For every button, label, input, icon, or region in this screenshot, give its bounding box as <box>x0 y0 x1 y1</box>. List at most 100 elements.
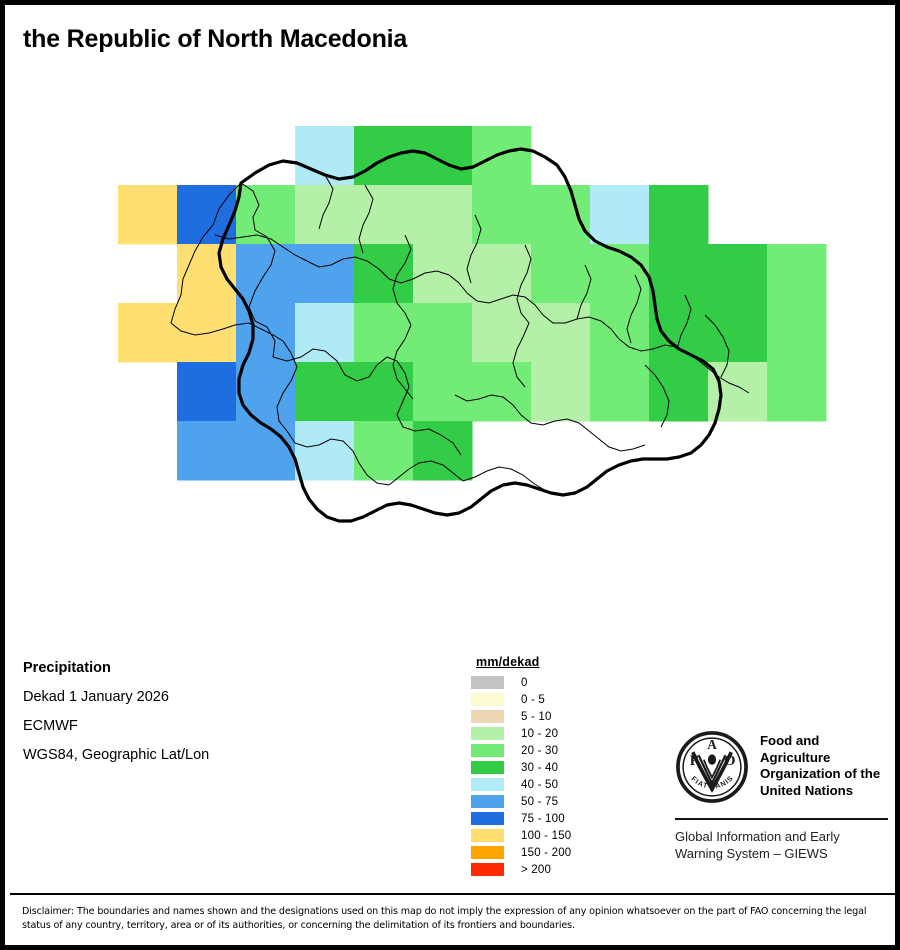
legend-item: 150 - 200 <box>471 844 571 861</box>
legend-title: mm/dekad <box>476 655 540 669</box>
map-info-block: Precipitation Dekad 1 January 2026 ECMWF… <box>23 660 323 776</box>
svg-text:F: F <box>690 753 699 769</box>
raster-cell <box>708 244 768 304</box>
raster-cell <box>295 244 355 304</box>
fao-logo-icon: F A O FIAT PANIS <box>675 730 749 809</box>
raster-cell <box>590 303 650 363</box>
legend-item: 5 - 10 <box>471 708 571 725</box>
legend-item: 10 - 20 <box>471 725 571 742</box>
info-source: ECMWF <box>23 718 78 734</box>
legend-item: 20 - 30 <box>471 742 571 759</box>
svg-text:A: A <box>707 737 717 752</box>
legend-swatch <box>471 778 504 791</box>
raster-cell <box>767 362 827 422</box>
raster-cell <box>354 303 414 363</box>
giews-line-1: Global Information and Early <box>675 829 840 844</box>
raster-cell <box>767 244 827 304</box>
raster-cell <box>413 185 473 245</box>
raster-cell <box>413 244 473 304</box>
raster-cell <box>295 362 355 422</box>
raster-cell <box>590 362 650 422</box>
legend-swatch <box>471 676 504 689</box>
raster-cell <box>177 421 237 481</box>
boundary-layer <box>170 147 750 523</box>
legend-item: > 200 <box>471 861 571 878</box>
legend-item: 0 - 5 <box>471 691 571 708</box>
raster-cell <box>708 303 768 363</box>
legend-label: 40 - 50 <box>521 778 559 791</box>
raster-cell <box>767 303 827 363</box>
raster-cell <box>531 244 591 304</box>
fao-name-line-1: Food and Agriculture <box>760 733 831 765</box>
raster-cell <box>590 185 650 245</box>
raster-cell <box>236 421 296 481</box>
raster-cell <box>472 244 532 304</box>
fao-name-line-2: Organization of the <box>760 766 881 782</box>
fao-name-line-3: United Nations <box>760 782 854 798</box>
fao-organization-name: Food and Agriculture Organization of the… <box>760 730 890 800</box>
raster-cell <box>472 185 532 245</box>
legend-swatch <box>471 761 504 774</box>
legend-item: 100 - 150 <box>471 827 571 844</box>
map-canvas[interactable] <box>5 65 895 625</box>
legend-label: 50 - 75 <box>521 795 559 808</box>
raster-cell <box>354 362 414 422</box>
legend-label: 5 - 10 <box>521 710 552 723</box>
raster-cell <box>295 421 355 481</box>
raster-cell <box>413 303 473 363</box>
raster-cell-group <box>118 126 827 481</box>
raster-cell <box>177 362 237 422</box>
raster-cell <box>354 126 414 186</box>
raster-cell <box>118 185 178 245</box>
legend-label: 20 - 30 <box>521 744 559 757</box>
legend-swatch <box>471 693 504 706</box>
disclaimer-divider <box>10 893 900 895</box>
giews-name: Global Information and Early Warning Sys… <box>675 829 890 863</box>
legend-item: 40 - 50 <box>471 776 571 793</box>
national-border <box>217 147 723 523</box>
raster-cell <box>295 185 355 245</box>
raster-cell <box>413 126 473 186</box>
legend-swatch <box>471 829 504 842</box>
raster-cell <box>649 185 709 245</box>
raster-cell <box>236 303 296 363</box>
giews-line-2: Warning System – GIEWS <box>675 845 828 861</box>
raster-cell <box>236 362 296 422</box>
legend-label: 0 <box>521 676 528 689</box>
legend-item: 75 - 100 <box>471 810 571 827</box>
fao-branding: F A O FIAT PANIS Food and Agriculture Or… <box>675 730 890 863</box>
legend-swatch <box>471 846 504 859</box>
legend-label: > 200 <box>521 863 552 876</box>
legend-swatch <box>471 863 504 876</box>
raster-cell <box>177 185 237 245</box>
disclaimer-text: Disclaimer: The boundaries and names sho… <box>22 906 867 932</box>
page-title: the Republic of North Macedonia <box>23 25 408 53</box>
info-variable: Precipitation <box>23 660 111 676</box>
legend-label: 100 - 150 <box>521 829 572 842</box>
info-period: Dekad 1 January 2026 <box>23 689 169 705</box>
precipitation-raster-map[interactable] <box>5 65 895 625</box>
raster-cell <box>177 244 237 304</box>
legend-label: 30 - 40 <box>521 761 559 774</box>
svg-text:O: O <box>724 753 736 769</box>
raster-cell <box>118 303 178 363</box>
legend-label: 150 - 200 <box>521 846 572 859</box>
raster-cell <box>236 185 296 245</box>
legend-swatch <box>471 812 504 825</box>
legend-swatch <box>471 795 504 808</box>
legend-item: 0 <box>471 674 571 691</box>
raster-cell <box>531 362 591 422</box>
raster-cell <box>413 362 473 422</box>
legend-label: 75 - 100 <box>521 812 565 825</box>
raster-cell <box>531 185 591 245</box>
raster-cell <box>413 421 473 481</box>
raster-cell <box>649 244 709 304</box>
raster-cell <box>472 362 532 422</box>
fao-divider <box>675 818 888 820</box>
legend-swatch <box>471 744 504 757</box>
raster-cell <box>472 126 532 186</box>
legend-swatch <box>471 710 504 723</box>
raster-cell <box>649 362 709 422</box>
legend-swatch <box>471 727 504 740</box>
